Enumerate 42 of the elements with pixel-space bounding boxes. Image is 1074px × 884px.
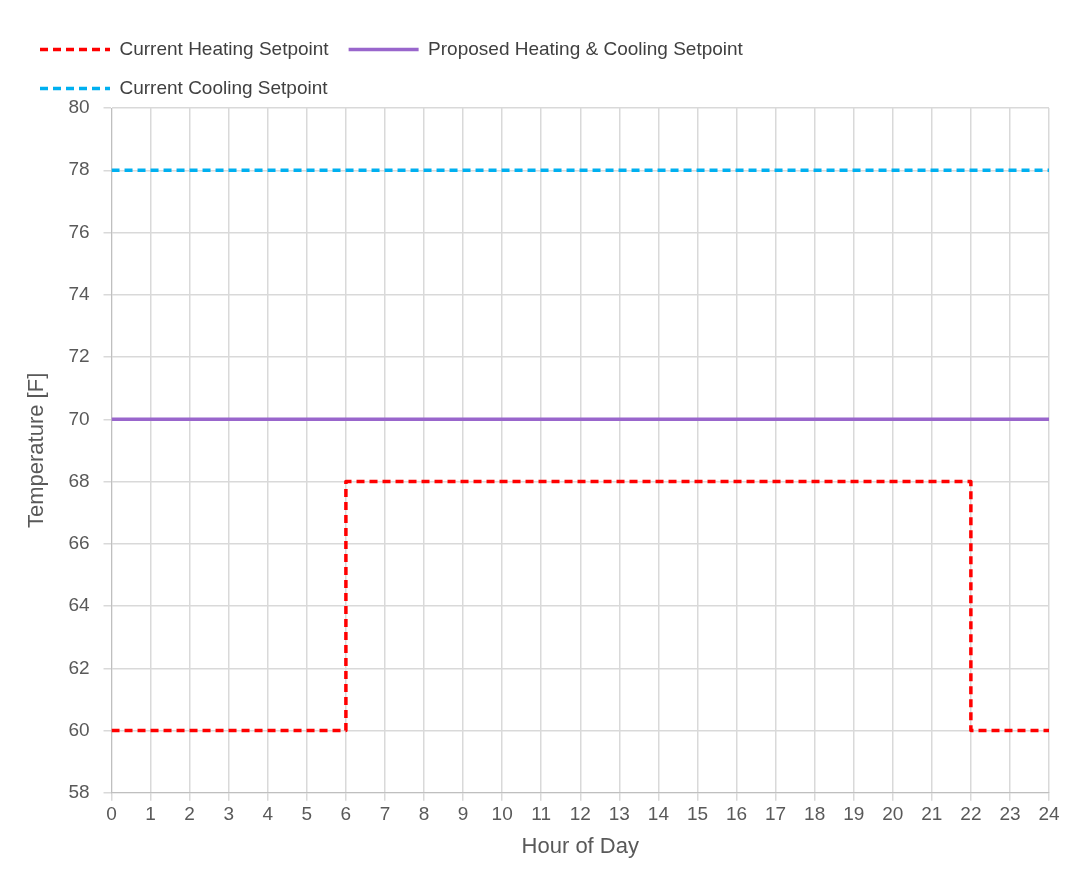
x-tick-label: 9 — [457, 803, 469, 825]
y-tick-label: 58 — [68, 781, 90, 803]
x-tick-label: 4 — [262, 803, 274, 825]
x-tick-label: 5 — [301, 803, 313, 825]
x-tick-label: 2 — [184, 803, 195, 825]
y-tick-label: 64 — [68, 594, 90, 616]
x-tick-label: 21 — [921, 803, 943, 825]
x-tick-label: 12 — [569, 803, 591, 825]
x-tick-label: 24 — [1038, 803, 1060, 825]
x-tick-label: 10 — [491, 803, 513, 825]
y-tick-label: 60 — [68, 718, 90, 740]
y-tick-label: 62 — [68, 656, 90, 678]
x-tick-label: 20 — [882, 803, 904, 825]
y-tick-label: 66 — [68, 532, 90, 554]
legend-label: Current Heating Setpoint — [119, 37, 330, 59]
y-tick-label: 78 — [68, 158, 90, 180]
x-tick-label: 7 — [379, 803, 391, 825]
y-axis-title: Temperature [F] — [23, 372, 49, 529]
y-tick-label: 74 — [68, 283, 90, 304]
x-tick-label: 6 — [340, 803, 352, 825]
legend-label: Current Cooling Setpoint — [119, 76, 329, 98]
y-tick-label: 70 — [68, 407, 90, 429]
x-tick-label: 16 — [725, 803, 748, 825]
y-tick-label: 76 — [68, 220, 90, 242]
x-tick-label: 14 — [647, 803, 670, 825]
x-tick-label: 22 — [960, 803, 982, 825]
x-axis-title: Hour of Day — [521, 832, 639, 858]
x-tick-label: 8 — [418, 803, 430, 825]
x-tick-label: 3 — [223, 803, 235, 825]
x-tick-label: 1 — [145, 803, 156, 825]
y-tick-label: 68 — [68, 469, 90, 491]
legend-label: Proposed Heating & Cooling Setpoint — [428, 37, 744, 59]
x-tick-label: 13 — [608, 803, 630, 825]
x-tick-label: 0 — [106, 803, 117, 825]
x-tick-label: 15 — [686, 803, 709, 825]
y-tick-label: 72 — [68, 345, 90, 367]
x-tick-label: 17 — [765, 803, 787, 825]
y-tick-label: 80 — [68, 96, 90, 118]
x-tick-label: 23 — [999, 803, 1021, 825]
x-tick-label: 19 — [843, 803, 865, 825]
x-tick-label: 18 — [804, 803, 826, 825]
x-tick-label: 11 — [531, 803, 552, 825]
